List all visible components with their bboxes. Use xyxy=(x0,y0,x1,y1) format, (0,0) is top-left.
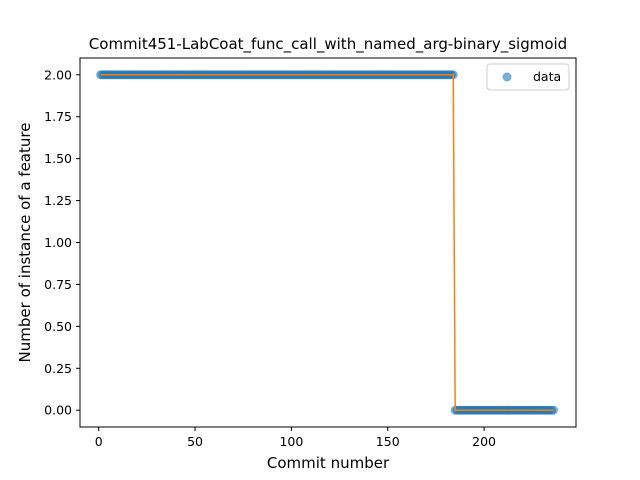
x-tick-label: 50 xyxy=(187,434,203,449)
x-tick-label: 0 xyxy=(95,434,103,449)
x-tick-label: 200 xyxy=(472,434,496,449)
line-layer xyxy=(100,74,554,411)
x-axis-label: Commit number xyxy=(267,454,390,472)
y-tick-label: 0.50 xyxy=(44,319,72,334)
x-axis: 0 50 100 150 200 xyxy=(95,427,496,449)
y-tick-label: 1.00 xyxy=(44,235,72,250)
y-tick-label: 0.75 xyxy=(44,277,72,292)
legend-label: data xyxy=(533,69,561,84)
x-tick-label: 100 xyxy=(279,434,303,449)
legend: data xyxy=(486,63,570,91)
y-axis: 0.00 0.25 0.50 0.75 1.00 1.25 1.50 1.75 2.00 xyxy=(44,67,80,418)
legend-box xyxy=(486,63,570,91)
y-tick-label: 1.50 xyxy=(44,151,72,166)
y-tick-label: 1.75 xyxy=(44,109,72,124)
x-tick-label: 150 xyxy=(376,434,400,449)
y-tick-label: 0.25 xyxy=(44,361,72,376)
y-tick-label: 0.00 xyxy=(44,403,72,418)
plot-area xyxy=(79,57,577,428)
y-tick-label: 2.00 xyxy=(44,67,72,82)
y-axis-label: Number of instance of a feature xyxy=(16,123,34,363)
chart-title: Commit451-LabCoat_func_call_with_named_a… xyxy=(89,35,567,54)
series-line xyxy=(100,74,554,411)
legend-marker xyxy=(502,72,512,82)
y-tick-label: 1.25 xyxy=(44,193,72,208)
plot-background xyxy=(80,58,576,427)
